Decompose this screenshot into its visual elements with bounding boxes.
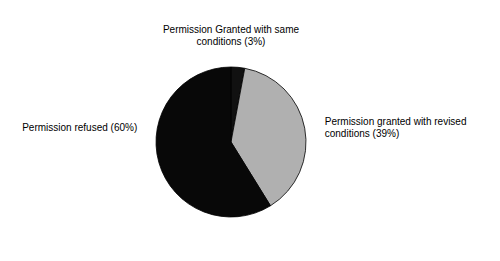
pie	[156, 67, 306, 217]
slice	[156, 67, 270, 217]
slice-label: Permission Granted with sameconditions (…	[163, 24, 300, 47]
slice-label: Permission refused (60%)	[22, 122, 137, 133]
slice-label: Permission granted with revisedcondition…	[325, 116, 467, 139]
labels: Permission Granted with sameconditions (…	[22, 24, 466, 139]
chart: Permission Granted with sameconditions (…	[0, 0, 500, 261]
